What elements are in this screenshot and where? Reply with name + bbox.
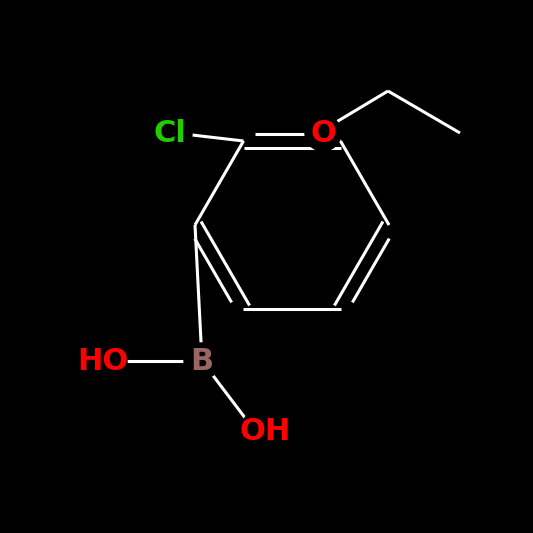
Circle shape (79, 337, 127, 385)
Text: O: O (310, 118, 336, 148)
Circle shape (184, 343, 220, 379)
Text: Cl: Cl (154, 118, 187, 148)
Circle shape (305, 115, 341, 151)
Text: B: B (190, 346, 214, 376)
Text: HO: HO (77, 346, 128, 376)
Circle shape (241, 407, 289, 455)
Circle shape (148, 111, 192, 155)
Text: OH: OH (239, 416, 290, 446)
